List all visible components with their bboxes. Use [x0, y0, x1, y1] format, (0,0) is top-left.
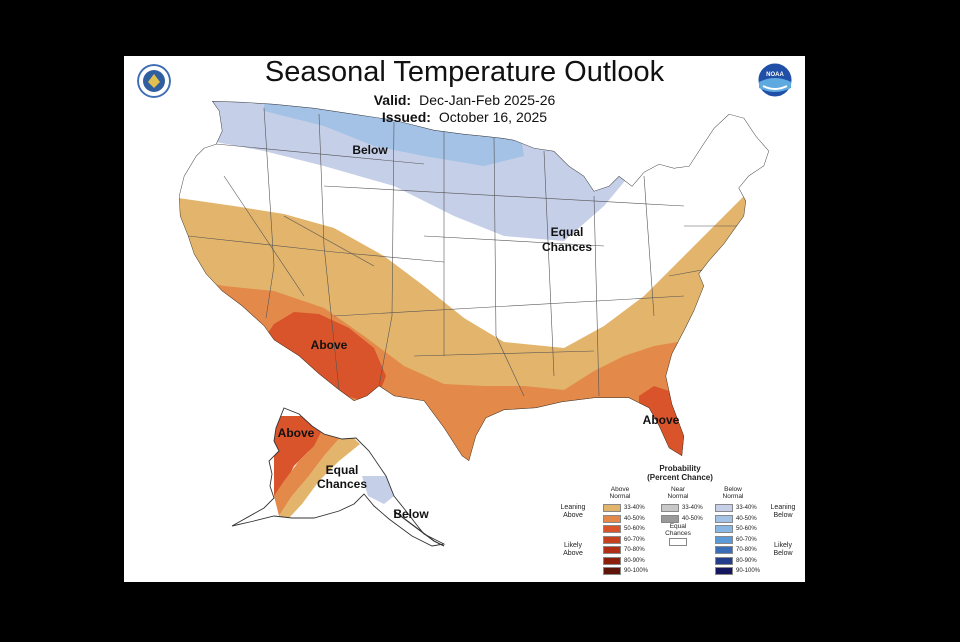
alaska-above-33-40	[279, 431, 360, 518]
legend-leaning-below-2: Below	[773, 512, 793, 519]
legend-above-label: 33-40%	[624, 505, 645, 511]
noaa-logo-icon: NOAA	[757, 62, 793, 98]
legend-above-label: 80-90%	[624, 557, 645, 564]
legend-below-head-1: Below	[724, 486, 742, 493]
legend-below-label: 90-100%	[736, 568, 761, 574]
legend-subtitle: (Percent Chance)	[647, 473, 713, 482]
alaska-below-33-40	[362, 476, 394, 504]
alaska-above-40-50	[274, 416, 346, 516]
legend-below-label: 50-60%	[736, 526, 757, 532]
legend-below-swatch	[715, 546, 733, 554]
legend-above-swatch	[603, 556, 621, 565]
legend-equal-swatch	[669, 538, 687, 546]
legend-above-swatch	[603, 504, 621, 512]
legend-leaning-above-1: Leaning	[560, 504, 586, 511]
label-below: Below	[352, 143, 388, 157]
legend-likely-below-1: Likely	[774, 542, 792, 549]
label-alaska-equal-2: Chances	[317, 477, 367, 491]
legend-below-head-2: Normal	[722, 493, 744, 500]
legend-below-swatch	[715, 504, 733, 512]
legend-above-swatch	[603, 514, 621, 523]
label-above-alaska: Above	[278, 426, 315, 440]
legend-above-swatch	[603, 546, 621, 554]
legend-above-head-2: Normal	[609, 493, 631, 500]
legend-below-swatch	[715, 556, 733, 565]
legend-above-label: 40-50%	[624, 515, 645, 522]
legend-below-swatch	[715, 535, 733, 544]
issued-label: Issued:	[381, 109, 431, 125]
legend-below-swatch	[715, 525, 733, 533]
legend-near-label: 33-40%	[682, 505, 703, 511]
legend-below-swatch	[715, 567, 733, 575]
outlook-card: Below Equal Chances Above Above Above Eq…	[124, 56, 805, 582]
legend-leaning-below-1: Leaning	[770, 504, 796, 511]
legend-likely-below-2: Below	[773, 550, 793, 557]
doc-seal-icon	[137, 64, 171, 98]
issued-line: Issued: October 16, 2025	[124, 109, 805, 125]
valid-label: Valid:	[373, 92, 412, 108]
legend-near-label: 40-50%	[682, 515, 703, 522]
legend-near-swatch	[661, 514, 679, 523]
legend-above-label: 60-70%	[624, 536, 645, 543]
label-alaska-equal-1: Equal	[326, 463, 359, 477]
valid-line: Valid: Dec-Jan-Feb 2025-26	[124, 92, 805, 108]
legend-above-label: 50-60%	[624, 526, 645, 532]
legend-equal-2: Chances	[665, 530, 691, 537]
legend-near-head-2: Normal	[667, 493, 689, 500]
legend-above-label: 70-80%	[624, 547, 645, 553]
page-title: Seasonal Temperature Outlook	[264, 56, 665, 88]
legend-above-swatch	[603, 525, 621, 533]
legend-leaning-above-2: Above	[563, 512, 583, 519]
legend-title: Probability	[659, 464, 701, 473]
legend-below-swatch	[715, 514, 733, 523]
label-above-florida: Above	[643, 413, 680, 427]
legend-below-label: 33-40%	[736, 505, 757, 511]
legend-likely-above-1: Likely	[564, 542, 582, 549]
probability-legend: Probability (Percent Chance) Above Normal…	[558, 464, 802, 580]
legend-above-head-1: Above	[610, 486, 630, 493]
legend-above-label: 90-100%	[624, 568, 649, 574]
label-equal-chances-1: Equal	[551, 225, 584, 239]
noaa-logo-text: NOAA	[766, 72, 784, 78]
label-alaska-below: Below	[393, 507, 429, 521]
legend-equal-1: Equal	[669, 523, 687, 530]
outlook-map: Below Equal Chances Above Above Above Eq…	[179, 101, 769, 547]
label-equal-chances-2: Chances	[542, 240, 592, 254]
legend-below-label: 80-90%	[736, 557, 757, 564]
legend-below-label: 60-70%	[736, 536, 757, 543]
legend-near-head-1: Near	[670, 486, 686, 493]
legend-above-swatch	[603, 567, 621, 575]
legend-below-label: 40-50%	[736, 515, 757, 522]
issued-value: October 16, 2025	[438, 109, 548, 125]
label-above-southwest: Above	[311, 338, 348, 352]
legend-likely-above-2: Above	[563, 550, 583, 557]
valid-value: Dec-Jan-Feb 2025-26	[419, 92, 556, 108]
legend-below-label: 70-80%	[736, 547, 757, 553]
legend-above-swatch	[603, 535, 621, 544]
above-50-60-sw	[259, 312, 386, 401]
legend-near-swatch	[661, 504, 679, 512]
